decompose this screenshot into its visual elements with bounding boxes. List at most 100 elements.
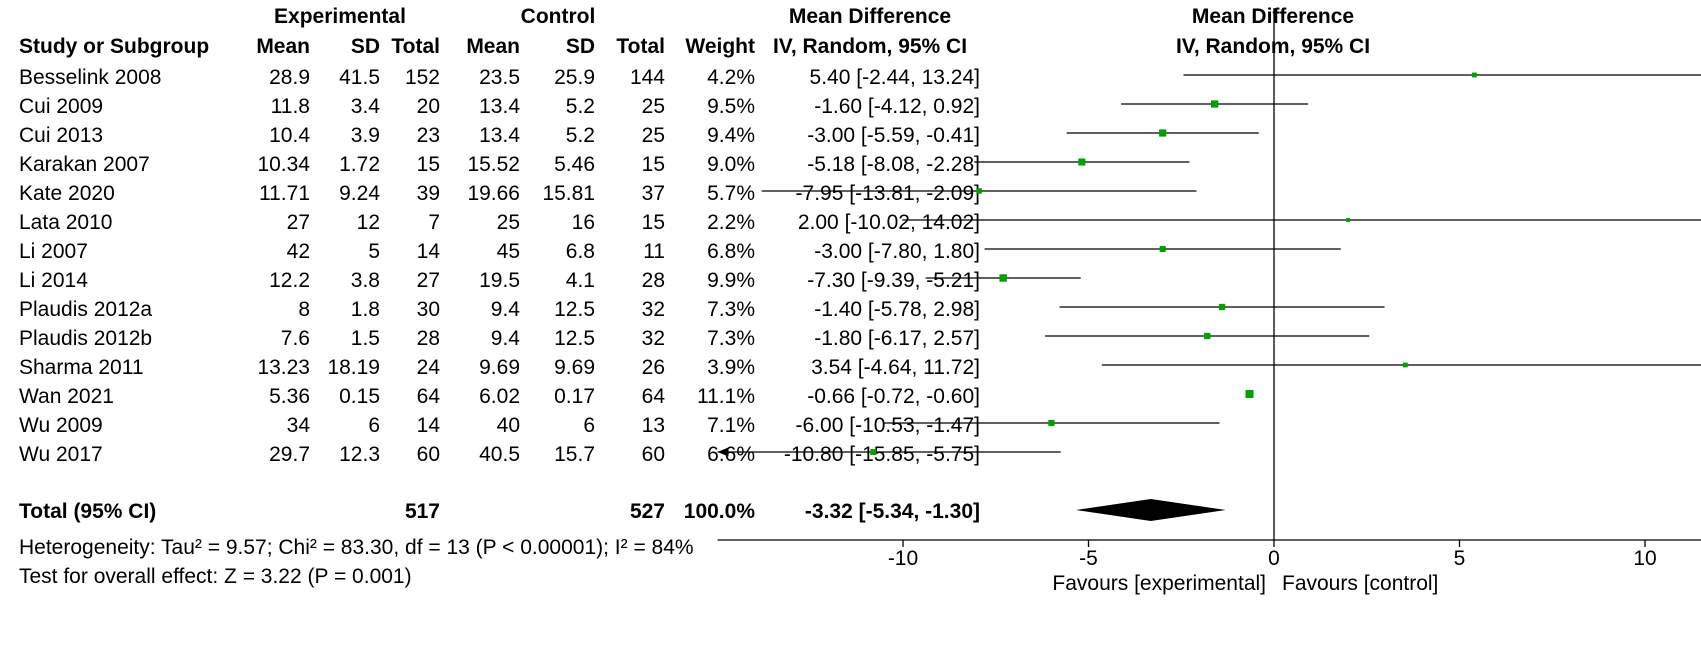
exp-total: 30: [416, 298, 440, 321]
point-estimate: [1078, 158, 1086, 166]
exp-mean: 7.6: [280, 327, 310, 350]
ctl-total: 15: [641, 153, 665, 176]
point-estimate: [1218, 303, 1226, 311]
x-tick-label: 0: [1268, 547, 1280, 570]
ctl-total: 144: [629, 66, 665, 89]
study-weight: 9.5%: [707, 95, 755, 118]
exp-sd: 41.5: [339, 66, 380, 89]
exp-mean: 10.34: [257, 153, 310, 176]
ctl-mean: 25: [496, 211, 520, 234]
header-effect-method: IV, Random, 95% CI: [772, 35, 968, 58]
ctl-mean: 13.4: [479, 95, 520, 118]
exp-sd: 6: [368, 414, 380, 437]
total-ctl-n: 527: [629, 500, 665, 523]
study-name: Lata 2010: [19, 211, 113, 234]
ctl-mean: 40.5: [479, 443, 520, 466]
study-name: Cui 2013: [19, 124, 104, 147]
exp-sd: 3.8: [350, 269, 380, 292]
exp-total: 23: [416, 124, 440, 147]
total-weight: 100.0%: [683, 500, 755, 523]
header-ctl-total: Total: [616, 35, 665, 58]
header-experimental: Experimental: [274, 5, 406, 28]
exp-total: 28: [416, 327, 440, 350]
study-weight: 4.2%: [707, 66, 755, 89]
study-weight: 3.9%: [707, 356, 755, 379]
study-name: Plaudis 2012b: [19, 327, 153, 350]
exp-mean: 34: [286, 414, 310, 437]
exp-mean: 27: [286, 211, 310, 234]
study-ci: 3.54 [-4.64, 11.72]: [811, 356, 980, 379]
ctl-sd: 12.5: [554, 298, 595, 321]
header-exp-mean: Mean: [256, 35, 310, 58]
exp-sd: 3.4: [350, 95, 380, 118]
header-control: Control: [520, 5, 596, 28]
ctl-total: 13: [641, 414, 665, 437]
study-ci: 2.00 [-10.02, 14.02]: [797, 211, 980, 234]
ctl-total: 32: [641, 298, 665, 321]
study-ci: -0.66 [-0.72, -0.60]: [807, 385, 980, 408]
exp-mean: 11.8: [270, 95, 310, 118]
header-study: Study or Subgroup: [19, 35, 210, 58]
study-ci: -5.18 [-8.08, -2.28]: [807, 153, 980, 176]
ctl-mean: 40: [496, 414, 520, 437]
study-name: Cui 2009: [19, 95, 104, 118]
study-weight: 6.6%: [707, 443, 755, 466]
x-tick-label: -5: [1079, 547, 1098, 570]
ctl-sd: 5.2: [565, 124, 595, 147]
study-weight: 7.1%: [707, 414, 755, 437]
study-name: Wu 2009: [19, 414, 103, 437]
x-tick-label: 10: [1633, 547, 1656, 570]
exp-sd: 0.15: [339, 385, 380, 408]
total-exp-n: 517: [404, 500, 440, 523]
exp-total: 20: [416, 95, 440, 118]
point-estimate: [999, 274, 1007, 282]
ctl-sd: 25.9: [554, 66, 595, 89]
exp-total: 27: [416, 269, 440, 292]
ctl-sd: 0.17: [554, 385, 595, 408]
point-estimate: [1159, 245, 1166, 253]
exp-mean: 10.4: [269, 124, 310, 147]
ctl-total: 15: [641, 211, 665, 234]
heterogeneity-text: Heterogeneity: Tau² = 9.57; Chi² = 83.30…: [19, 536, 694, 559]
exp-total: 14: [416, 414, 440, 437]
exp-mean: 13.23: [257, 356, 310, 379]
ctl-mean: 19.5: [479, 269, 520, 292]
header-ctl-mean: Mean: [466, 35, 520, 58]
exp-sd: 1.72: [339, 153, 380, 176]
header-exp-sd: SD: [350, 35, 380, 58]
study-ci: -6.00 [-10.53, -1.47]: [795, 414, 980, 437]
exp-mean: 29.7: [269, 443, 310, 466]
exp-total: 7: [428, 211, 440, 234]
exp-sd: 1.8: [350, 298, 380, 321]
study-name: Wu 2017: [19, 443, 103, 466]
study-weight: 5.7%: [707, 182, 755, 205]
exp-sd: 3.9: [350, 124, 380, 147]
study-ci: 5.40 [-2.44, 13.24]: [809, 66, 980, 89]
study-ci: -7.95 [-13.81, -2.09]: [795, 182, 980, 205]
ctl-sd: 9.69: [554, 356, 595, 379]
exp-total: 152: [404, 66, 440, 89]
ctl-total: 37: [641, 182, 665, 205]
ctl-mean: 23.5: [479, 66, 520, 89]
study-ci: -10.80 [-15.85, -5.75]: [783, 443, 980, 466]
study-ci: -1.40 [-5.78, 2.98]: [814, 298, 980, 321]
study-weight: 2.2%: [707, 211, 755, 234]
ctl-total: 11: [643, 240, 665, 263]
exp-sd: 1.5: [350, 327, 380, 350]
study-name: Li 2007: [19, 240, 88, 263]
study-name: Besselink 2008: [19, 66, 162, 89]
ctl-sd: 15.7: [554, 443, 595, 466]
exp-mean: 12.2: [269, 269, 310, 292]
study-weight: 9.0%: [707, 153, 755, 176]
overall-effect-text: Test for overall effect: Z = 3.22 (P = 0…: [19, 565, 412, 588]
ctl-total: 25: [641, 95, 665, 118]
exp-sd: 18.19: [327, 356, 380, 379]
ctl-sd: 5.2: [565, 95, 595, 118]
ctl-mean: 15.52: [467, 153, 520, 176]
study-weight: 7.3%: [707, 327, 755, 350]
study-ci: -7.30 [-9.39, -5.21]: [807, 269, 980, 292]
point-estimate: [1211, 100, 1219, 108]
point-estimate: [870, 449, 877, 455]
exp-total: 15: [416, 153, 440, 176]
ctl-total: 64: [641, 385, 665, 408]
